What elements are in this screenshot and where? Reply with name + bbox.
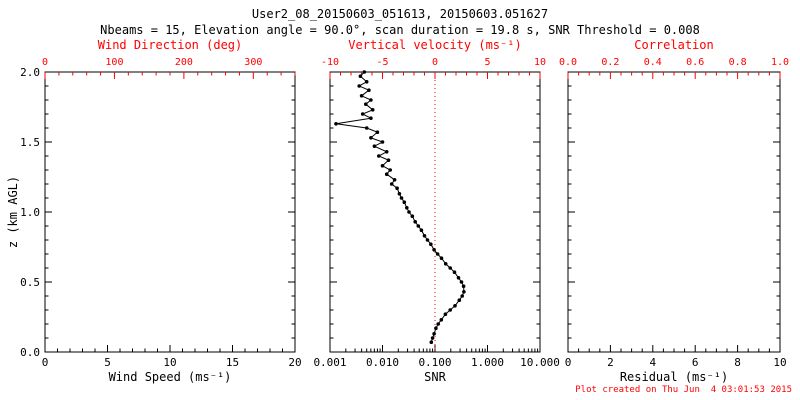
svg-text:10: 10 (163, 356, 176, 369)
x-axis-title-wind-speed: Wind Speed (ms⁻¹) (108, 370, 232, 384)
panel-border-wind-speed (44, 71, 296, 353)
svg-text:5: 5 (484, 57, 490, 68)
top-axis-residual: 0.0 0.2 0.4 0.6 0.8 1.0 (559, 57, 789, 79)
plot-subtitle: Nbeams = 15, Elevation angle = 90.0°, sc… (100, 23, 700, 37)
svg-text:0.4: 0.4 (644, 57, 662, 68)
svg-text:-10: -10 (321, 57, 339, 68)
svg-text:1.000: 1.000 (471, 356, 504, 369)
x-axis-title-residual: Residual (ms⁻¹) (619, 370, 729, 384)
creation-timestamp: Plot created on Thu Jun 4 03:01:53 2015 (575, 385, 792, 395)
svg-text:0.6: 0.6 (686, 57, 704, 68)
svg-text:0.5: 0.5 (20, 276, 40, 289)
top-axis-title-wind-direction: Wind Direction (deg) (97, 38, 243, 52)
svg-text:0: 0 (565, 356, 572, 369)
svg-text:8: 8 (734, 356, 741, 369)
svg-text:2.0: 2.0 (20, 66, 40, 79)
svg-text:200: 200 (175, 57, 193, 68)
svg-text:0.010: 0.010 (366, 356, 399, 369)
bottom-axis-wind-speed: 0 5 10 15 20 (42, 345, 302, 369)
svg-text:0.0: 0.0 (559, 57, 577, 68)
y-axis-title: z (km AGL) (6, 175, 20, 249)
svg-text:1.5: 1.5 (20, 136, 40, 149)
svg-text:10: 10 (534, 57, 546, 68)
svg-text:1.0: 1.0 (771, 57, 789, 68)
y-axis-wind-speed: 0.0 0.5 1.0 1.5 2.0 (20, 66, 295, 359)
svg-text:0: 0 (42, 356, 49, 369)
svg-text:15: 15 (226, 356, 239, 369)
svg-text:300: 300 (244, 57, 262, 68)
top-axis-title-correlation: Correlation (634, 38, 714, 52)
top-axis-wind-speed: 0 100 200 300 (42, 57, 296, 79)
svg-text:0.100: 0.100 (418, 356, 451, 369)
y-axis-residual (568, 71, 780, 353)
panel-residual: 0 2 4 6 8 10 0.0 0.2 0.4 0.6 0.8 1.0 (559, 57, 789, 369)
svg-text:10.000: 10.000 (520, 356, 560, 369)
panel-border-residual (567, 71, 781, 353)
x-axis-title-snr: SNR (424, 370, 446, 384)
y-axis-snr (330, 71, 540, 353)
plot-title: User2_08_20150603_051613, 20150603.05162… (251, 7, 549, 21)
svg-text:0: 0 (432, 57, 438, 68)
svg-text:100: 100 (105, 57, 123, 68)
svg-text:4: 4 (649, 356, 656, 369)
series-snr-profile (334, 70, 466, 345)
svg-text:10: 10 (773, 356, 786, 369)
bottom-axis-residual: 0 2 4 6 8 10 (565, 345, 787, 369)
svg-text:0: 0 (42, 57, 48, 68)
svg-text:5: 5 (104, 356, 111, 369)
svg-text:6: 6 (692, 356, 699, 369)
svg-text:20: 20 (288, 356, 301, 369)
svg-text:0.001: 0.001 (313, 356, 346, 369)
svg-text:0.8: 0.8 (729, 57, 747, 68)
svg-text:2: 2 (607, 356, 614, 369)
panel-snr: 0.001 0.010 0.100 1.000 10.000 -10 -5 0 5 10 (313, 57, 559, 369)
svg-text:0.0: 0.0 (20, 346, 40, 359)
top-axis-title-vertical-velocity: Vertical velocity (ms⁻¹) (348, 38, 522, 52)
svg-text:-5: -5 (376, 57, 388, 68)
svg-text:1.0: 1.0 (20, 206, 40, 219)
top-axis-snr: -10 -5 0 5 10 (321, 57, 546, 79)
bottom-axis-snr: 0.001 0.010 0.100 1.000 10.000 (313, 345, 560, 369)
svg-text:0.2: 0.2 (601, 57, 619, 68)
